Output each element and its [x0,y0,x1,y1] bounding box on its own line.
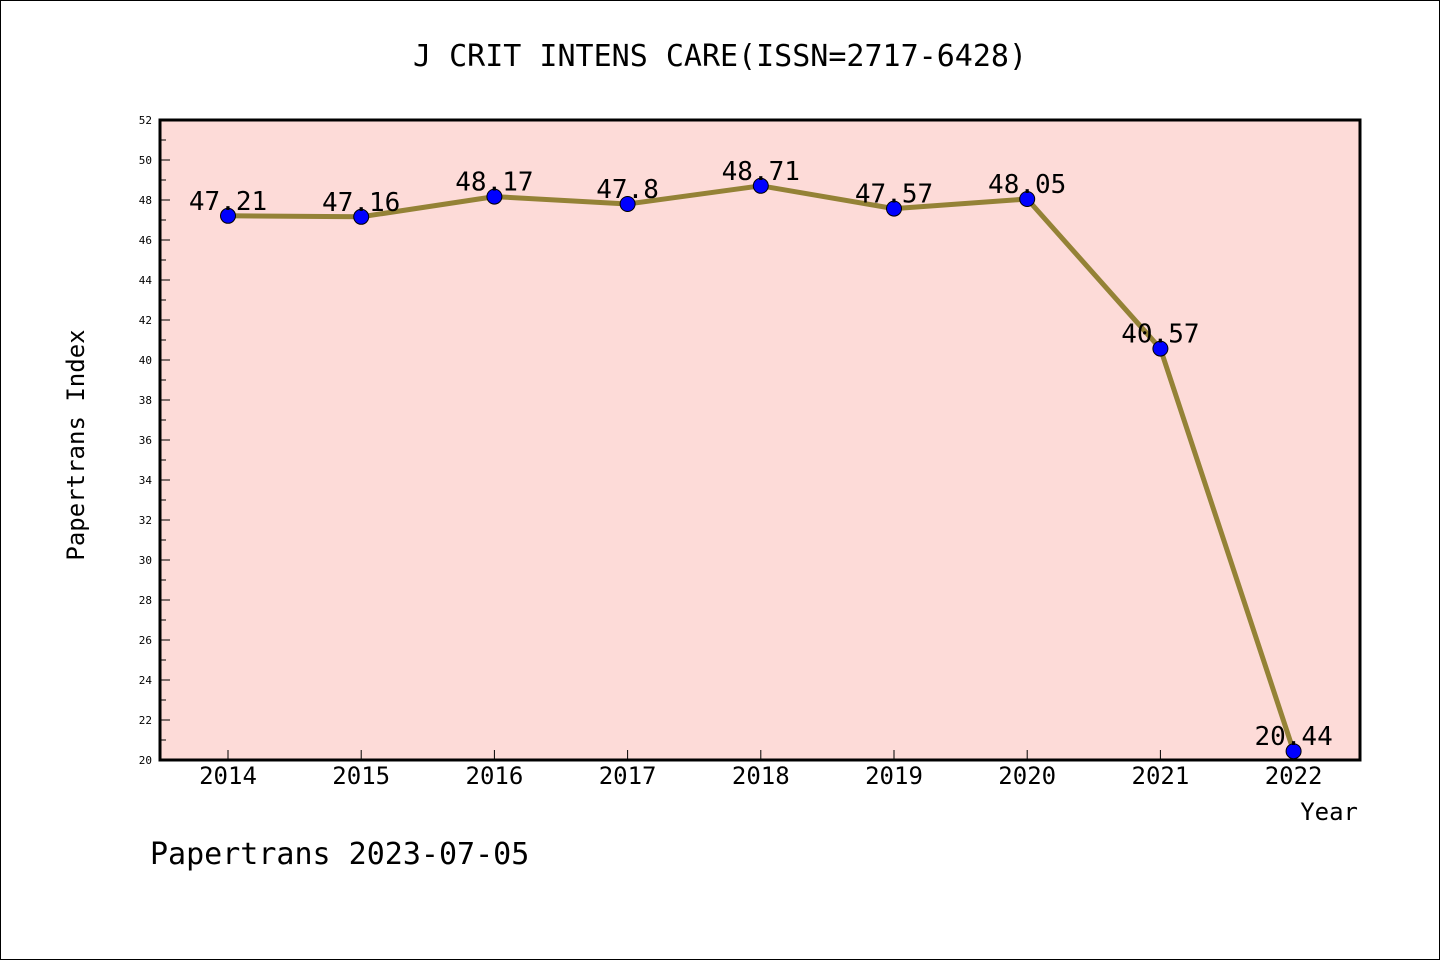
data-point [1152,340,1169,357]
data-label: 47.16 [322,188,400,218]
y-tick-label: 38 [139,394,152,407]
data-point [1019,191,1036,207]
y-tick-label: 20 [139,754,152,767]
data-label: 47.57 [855,180,933,210]
y-tick-label: 52 [139,114,152,127]
data-point [752,177,769,194]
y-tick-label: 30 [139,554,152,567]
series-line [220,177,1302,760]
x-tick-label: 2019 [865,762,923,790]
x-tick-label: 2015 [332,762,390,790]
data-point [353,208,370,225]
data-label: 48.71 [722,157,800,187]
x-tick-label: 2022 [1265,762,1323,790]
y-tick-label: 44 [139,274,153,287]
data-point [1285,743,1302,760]
x-axis-label: Year [1300,798,1358,826]
footer-text: Papertrans 2023-07-05 [150,837,529,872]
chart-title: J CRIT INTENS CARE(ISSN=2717-6428) [413,39,1027,74]
x-tick-label: 2017 [599,762,657,790]
data-label: 47.21 [189,187,267,217]
x-tick-label: 2021 [1132,762,1190,790]
data-point [486,188,503,205]
x-tick-label: 2016 [466,762,524,790]
y-axis: 20 22 24 26 28 30 32 34 36 38 40 42 44 46 48 50 52 [139,114,170,767]
x-tick-label: 2014 [199,762,257,790]
y-tick-label: 26 [139,634,152,647]
y-tick-label: 46 [139,234,152,247]
y-tick-label: 32 [139,514,152,527]
x-tick-label: 2018 [732,762,790,790]
y-tick-label: 36 [139,434,152,447]
data-point [886,200,902,217]
y-tick-label: 28 [139,594,152,607]
y-tick-label: 34 [139,474,153,487]
y-tick-label: 42 [139,314,152,327]
data-label: 48.05 [988,170,1066,200]
data-point [619,196,636,212]
plot-area [158,118,1362,762]
data-labels: 47.21 47.16 48.17 47.8 48.71 47.57 48.05 40.57 2… [189,157,1333,752]
x-axis: 2014 2015 2016 2017 2018 2019 2020 2021 2022 [199,750,1322,790]
y-tick-label: 50 [139,154,152,167]
y-tick-label: 48 [139,194,152,207]
y-axis-label: Papertrans Index [62,329,90,560]
y-tick-label: 22 [139,714,152,727]
y-tick-label: 40 [139,354,152,367]
data-label: 47.8 [596,175,659,205]
data-point [220,207,236,224]
data-label: 48.17 [455,168,533,198]
y-tick-label: 24 [139,674,153,687]
x-tick-label: 2020 [998,762,1056,790]
data-label: 20.44 [1254,722,1332,752]
data-label: 40.57 [1121,320,1199,350]
